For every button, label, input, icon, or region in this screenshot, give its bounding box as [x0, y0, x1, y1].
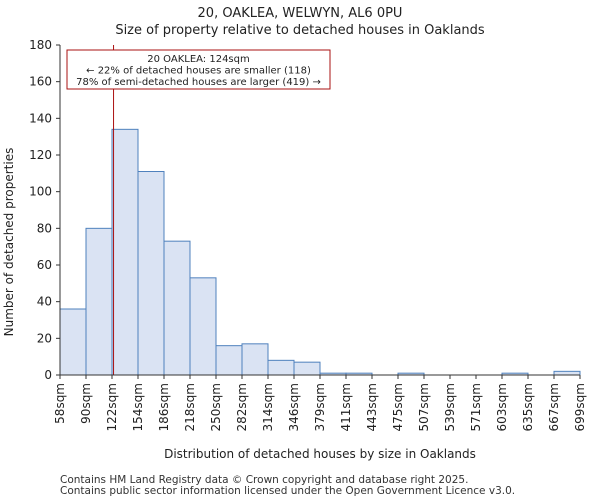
x-tick-label-667sqm: 667sqm — [547, 383, 561, 431]
bar-346sqm — [293, 361, 321, 376]
x-tick-label-122sqm: 122sqm — [105, 383, 119, 431]
annotation-group: 20 OAKLEA: 124sqm← 22% of detached house… — [66, 49, 331, 90]
bar-122sqm — [111, 128, 139, 376]
footer-licence: Contains public sector information licen… — [60, 485, 516, 497]
x-tick-label-443sqm: 443sqm — [365, 383, 379, 431]
annotation-line-2: ← 22% of detached houses are smaller (11… — [86, 66, 311, 77]
bar-186sqm — [163, 240, 191, 376]
x-tick-label-699sqm: 699sqm — [573, 383, 587, 431]
annotation-line-1: 20 OAKLEA: 124sqm — [147, 54, 250, 65]
x-tick-label-154sqm: 154sqm — [131, 383, 145, 431]
axes-group: 0 20 40 60 80 100 120 140 160 180 58sqm 90sqm 122sqm… — [29, 38, 587, 431]
x-tick-label-58sqm: 58sqm — [53, 383, 67, 424]
y-tick-label-180: 180 — [29, 38, 52, 52]
bars-group — [59, 128, 581, 376]
x-tick-label-186sqm: 186sqm — [157, 383, 171, 431]
y-tick-label-100: 100 — [29, 185, 52, 199]
bar-154sqm — [137, 171, 165, 376]
y-tick-label-120: 120 — [29, 148, 52, 162]
histogram-chart: 0 20 40 60 80 100 120 140 160 180 58sqm 90sqm 122sqm… — [2, 38, 587, 461]
x-tick-label-218sqm: 218sqm — [183, 383, 197, 431]
bar-250sqm — [215, 345, 243, 376]
y-tick-label-20: 20 — [37, 331, 52, 345]
chart-subtitle: Size of property relative to detached ho… — [115, 23, 485, 38]
bar-58sqm — [59, 308, 87, 376]
y-axis-label: Number of detached properties — [2, 148, 16, 337]
y-tick-label-40: 40 — [37, 295, 52, 309]
x-tick-label-250sqm: 250sqm — [209, 383, 223, 431]
x-tick-label-379sqm: 379sqm — [313, 383, 327, 431]
x-tick-label-411sqm: 411sqm — [339, 383, 353, 431]
x-axis-label: Distribution of detached houses by size … — [164, 447, 476, 461]
y-tick-label-0: 0 — [44, 368, 52, 382]
y-tick-label-160: 160 — [29, 75, 52, 89]
y-tick-label-80: 80 — [37, 221, 52, 235]
x-tick-label-603sqm: 603sqm — [495, 383, 509, 431]
annotation-box — [66, 49, 331, 90]
bar-667sqm — [553, 370, 581, 376]
x-tick-label-90sqm: 90sqm — [79, 383, 93, 424]
bar-90sqm — [85, 227, 113, 376]
x-tick-label-539sqm: 539sqm — [443, 383, 457, 431]
x-tick-label-346sqm: 346sqm — [287, 383, 301, 431]
footer-copyright: Contains HM Land Registry data © Crown c… — [60, 474, 469, 486]
y-tick-label-140: 140 — [29, 111, 52, 125]
y-tick-label-60: 60 — [37, 258, 52, 272]
bar-314sqm — [267, 359, 295, 376]
x-tick-label-475sqm: 475sqm — [391, 383, 405, 431]
bar-282sqm — [241, 343, 269, 376]
x-tick-label-635sqm: 635sqm — [521, 383, 535, 431]
bar-218sqm — [189, 277, 217, 376]
x-tick-label-314sqm: 314sqm — [261, 383, 275, 431]
chart-title: 20, OAKLEA, WELWYN, AL6 0PU — [197, 6, 403, 21]
x-tick-label-571sqm: 571sqm — [469, 383, 483, 431]
annotation-line-3: 78% of semi-detached houses are larger (… — [76, 77, 321, 88]
x-tick-label-507sqm: 507sqm — [417, 383, 431, 431]
x-tick-label-282sqm: 282sqm — [235, 383, 249, 431]
